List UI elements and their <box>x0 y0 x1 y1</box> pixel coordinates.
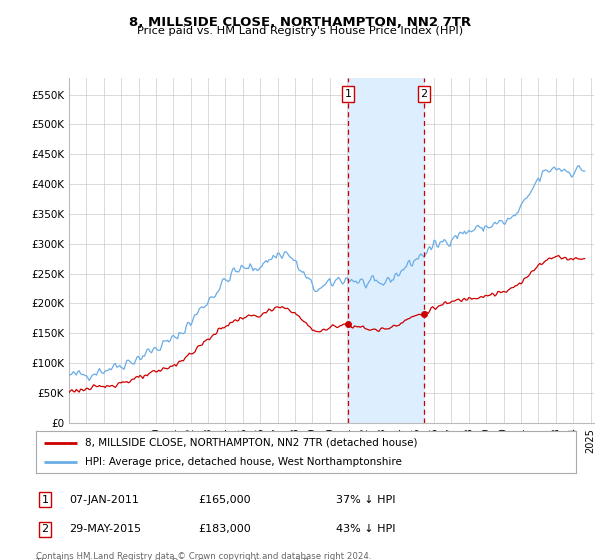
Text: 1: 1 <box>41 494 49 505</box>
Text: 8, MILLSIDE CLOSE, NORTHAMPTON, NN2 7TR (detached house): 8, MILLSIDE CLOSE, NORTHAMPTON, NN2 7TR … <box>85 437 417 447</box>
Text: 2: 2 <box>41 524 49 534</box>
Text: HPI: Average price, detached house, West Northamptonshire: HPI: Average price, detached house, West… <box>85 457 401 467</box>
Text: Price paid vs. HM Land Registry's House Price Index (HPI): Price paid vs. HM Land Registry's House … <box>137 26 463 36</box>
Text: 43% ↓ HPI: 43% ↓ HPI <box>336 524 395 534</box>
Text: 8, MILLSIDE CLOSE, NORTHAMPTON, NN2 7TR: 8, MILLSIDE CLOSE, NORTHAMPTON, NN2 7TR <box>129 16 471 29</box>
Text: 1: 1 <box>344 89 352 99</box>
Text: Contains HM Land Registry data © Crown copyright and database right 2024.: Contains HM Land Registry data © Crown c… <box>36 552 371 560</box>
Text: This data is licensed under the Open Government Licence v3.0.: This data is licensed under the Open Gov… <box>36 558 311 560</box>
Text: £183,000: £183,000 <box>198 524 251 534</box>
Text: 07-JAN-2011: 07-JAN-2011 <box>69 494 139 505</box>
Text: 29-MAY-2015: 29-MAY-2015 <box>69 524 141 534</box>
Bar <box>348 78 424 423</box>
Text: 2: 2 <box>421 89 428 99</box>
Text: £165,000: £165,000 <box>198 494 251 505</box>
Text: 37% ↓ HPI: 37% ↓ HPI <box>336 494 395 505</box>
